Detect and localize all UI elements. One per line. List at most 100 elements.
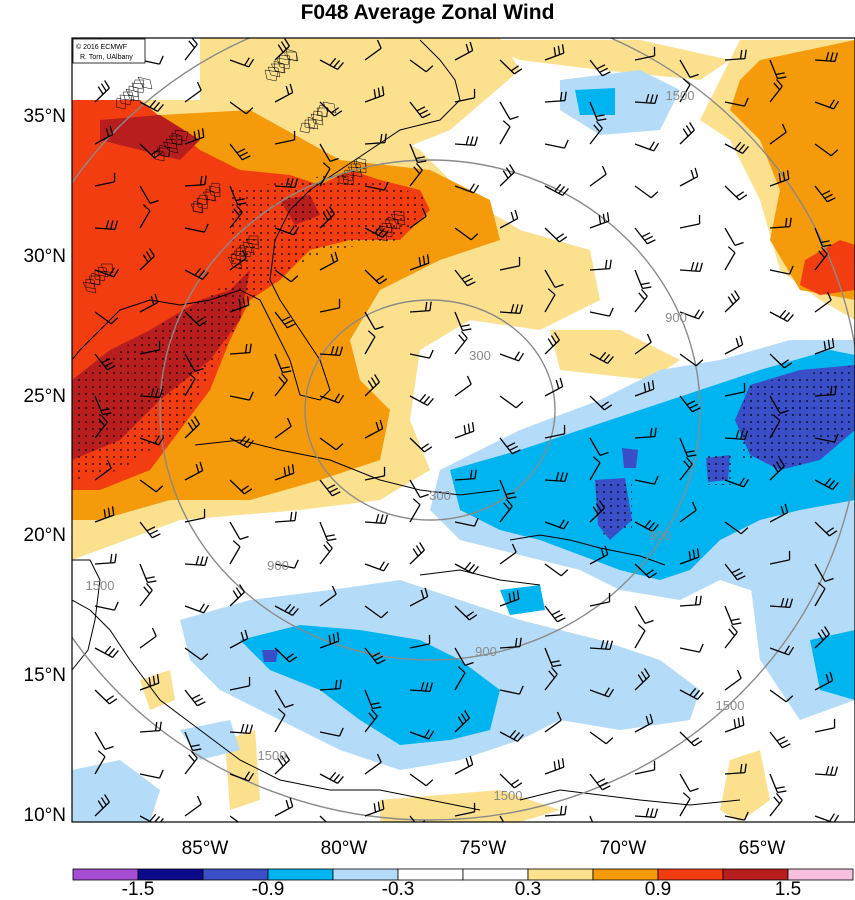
wind-barb-feather bbox=[644, 619, 654, 624]
wind-barb-feather bbox=[739, 763, 743, 773]
wind-barb bbox=[319, 101, 343, 117]
wind-barb bbox=[319, 815, 339, 822]
wind-barb-feather bbox=[458, 334, 466, 343]
wind-barb-feather bbox=[326, 484, 336, 490]
wind-barb-feather bbox=[564, 805, 567, 815]
wind-barb bbox=[319, 771, 344, 784]
wind-barb-staff bbox=[724, 724, 745, 733]
wind-barb-staff bbox=[229, 731, 250, 735]
wind-barb bbox=[634, 46, 656, 61]
wind-barb-feather bbox=[285, 799, 290, 809]
wind-barb bbox=[184, 508, 206, 523]
wind-barb-staff bbox=[769, 131, 787, 145]
coastline-segment bbox=[419, 569, 541, 586]
wind-barb-feather bbox=[782, 171, 786, 181]
wind-barb bbox=[139, 479, 164, 493]
wind-barb bbox=[769, 217, 792, 229]
wind-barb-staff bbox=[679, 269, 700, 273]
wind-barb-staff bbox=[229, 437, 248, 448]
county-border bbox=[227, 256, 243, 270]
wind-barb-feather bbox=[548, 670, 556, 679]
wind-barb-staff bbox=[499, 437, 513, 455]
wind-barb-feather bbox=[196, 795, 202, 805]
wind-barb bbox=[724, 763, 747, 775]
wind-barb-staff bbox=[364, 647, 378, 665]
wind-barb bbox=[454, 517, 479, 527]
wind-barb-staff bbox=[769, 353, 785, 369]
wind-barb-feather bbox=[195, 555, 200, 565]
wind-barb bbox=[769, 792, 783, 817]
wind-barb-feather bbox=[473, 517, 479, 527]
wind-barb bbox=[589, 500, 605, 523]
wind-barb-feather bbox=[780, 359, 790, 366]
range-rings bbox=[72, 38, 855, 821]
wind-barb-feather bbox=[602, 71, 611, 77]
wind-barb-staff bbox=[814, 521, 830, 537]
wind-barb bbox=[814, 477, 839, 490]
wind-barb-feather bbox=[465, 43, 470, 53]
wind-barb-feather bbox=[559, 519, 565, 528]
wind-barb-feather bbox=[518, 352, 525, 362]
wind-barb-staff bbox=[184, 43, 198, 61]
wind-barb-feather bbox=[555, 233, 565, 240]
wind-barb-staff bbox=[454, 811, 475, 817]
wind-barb-feather bbox=[469, 469, 473, 479]
wind-barb bbox=[454, 605, 478, 621]
wind-barb-feather bbox=[204, 556, 209, 566]
wind-barb-feather bbox=[604, 259, 608, 269]
wind-barb-feather bbox=[560, 569, 569, 577]
wind-barb-staff bbox=[454, 311, 464, 331]
wind-barb-feather bbox=[694, 262, 699, 272]
wind-barb-feather bbox=[784, 217, 788, 227]
wind-barb-staff bbox=[139, 563, 149, 583]
wind-barb bbox=[319, 143, 339, 162]
wind-barb-feather bbox=[244, 488, 253, 495]
wind-barb-staff bbox=[589, 601, 610, 607]
wind-barb-feather bbox=[413, 166, 421, 175]
wind-barb-feather bbox=[735, 191, 745, 198]
wind-barb-staff bbox=[544, 99, 565, 103]
wind-barb-staff bbox=[229, 351, 250, 355]
wind-barb-feather bbox=[732, 622, 742, 626]
wind-barb-feather bbox=[142, 254, 149, 263]
wind-barb bbox=[544, 805, 567, 817]
wind-barb-staff bbox=[724, 185, 740, 201]
wind-barb bbox=[814, 433, 839, 443]
wind-barb bbox=[184, 750, 198, 775]
wind-barb-feather bbox=[244, 343, 248, 353]
wind-barb-staff bbox=[769, 311, 788, 322]
wind-barb-feather bbox=[195, 317, 205, 324]
wind-barb bbox=[229, 479, 253, 495]
wind-barb-feather bbox=[784, 598, 789, 608]
wind-barb-feather bbox=[421, 207, 427, 217]
wind-barb bbox=[634, 185, 659, 199]
wind-barb-feather bbox=[240, 723, 245, 733]
wind-barb-feather bbox=[158, 55, 164, 65]
wind-barb-feather bbox=[98, 418, 106, 427]
range-ring-label: 300 bbox=[429, 488, 451, 503]
wind-barb bbox=[634, 760, 656, 775]
wind-barb-staff bbox=[679, 509, 697, 523]
wind-barb-feather bbox=[375, 513, 380, 523]
wind-barb-staff bbox=[544, 563, 562, 577]
wind-barb-feather bbox=[649, 427, 653, 437]
county-border bbox=[273, 60, 285, 74]
wind-barb-feather bbox=[232, 540, 241, 548]
wind-barb-feather bbox=[596, 778, 606, 784]
wind-barb-feather bbox=[248, 58, 255, 68]
wind-barb-staff bbox=[634, 563, 650, 579]
wind-barb-feather bbox=[428, 730, 435, 740]
wind-barb-staff bbox=[184, 423, 200, 439]
wind-barb-staff bbox=[229, 101, 247, 115]
stipple-area bbox=[230, 175, 430, 300]
wind-barb-feather bbox=[467, 423, 471, 433]
wind-barb-staff bbox=[274, 563, 295, 569]
wind-barb-feather bbox=[825, 51, 830, 61]
wind-barb-feather bbox=[427, 398, 434, 406]
county-border bbox=[162, 141, 179, 154]
wind-barb-feather bbox=[555, 471, 560, 481]
wind-barb-feather bbox=[736, 669, 742, 679]
wind-barb bbox=[679, 214, 701, 229]
wind-barb-feather bbox=[159, 721, 162, 731]
wind-barb-feather bbox=[693, 689, 701, 698]
